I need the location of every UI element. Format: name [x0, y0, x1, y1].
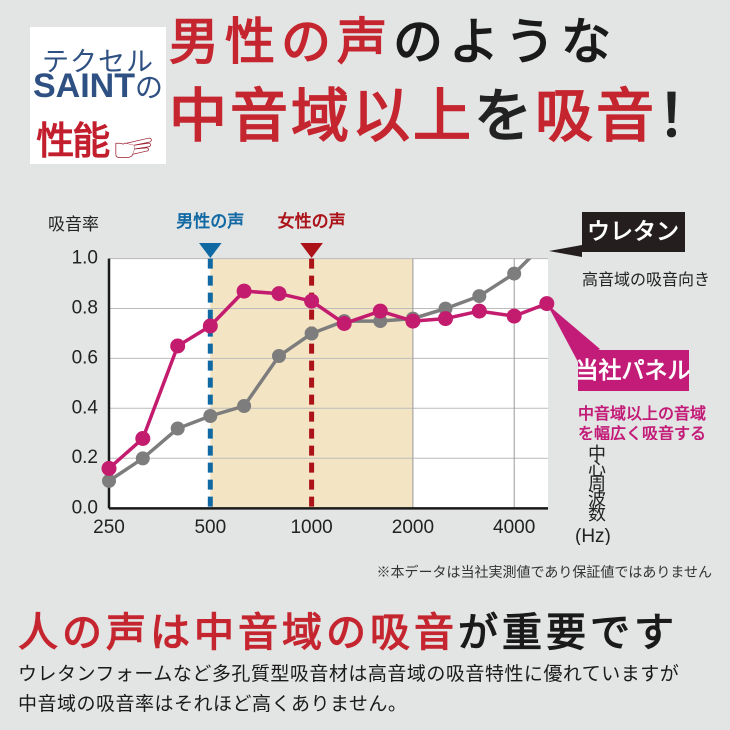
- svg-text:(Hz): (Hz): [575, 526, 611, 545]
- svg-text:0.2: 0.2: [72, 447, 98, 468]
- svg-text:500: 500: [194, 517, 226, 538]
- svg-text:0.8: 0.8: [72, 298, 98, 319]
- svg-text:4000: 4000: [493, 517, 535, 538]
- svg-text:男性の声: 男性の声: [176, 211, 244, 231]
- svg-text:0.4: 0.4: [72, 397, 99, 418]
- svg-text:1.0: 1.0: [72, 248, 98, 269]
- svg-text:2000: 2000: [392, 517, 434, 538]
- svg-text:吸音率: 吸音率: [48, 215, 99, 234]
- svg-text:1000: 1000: [290, 517, 332, 538]
- svg-text:0.6: 0.6: [72, 347, 98, 368]
- svg-text:0.0: 0.0: [72, 497, 98, 518]
- svg-text:女性の声: 女性の声: [278, 211, 346, 231]
- svg-text:250: 250: [93, 517, 125, 538]
- svg-text:数: 数: [588, 504, 606, 524]
